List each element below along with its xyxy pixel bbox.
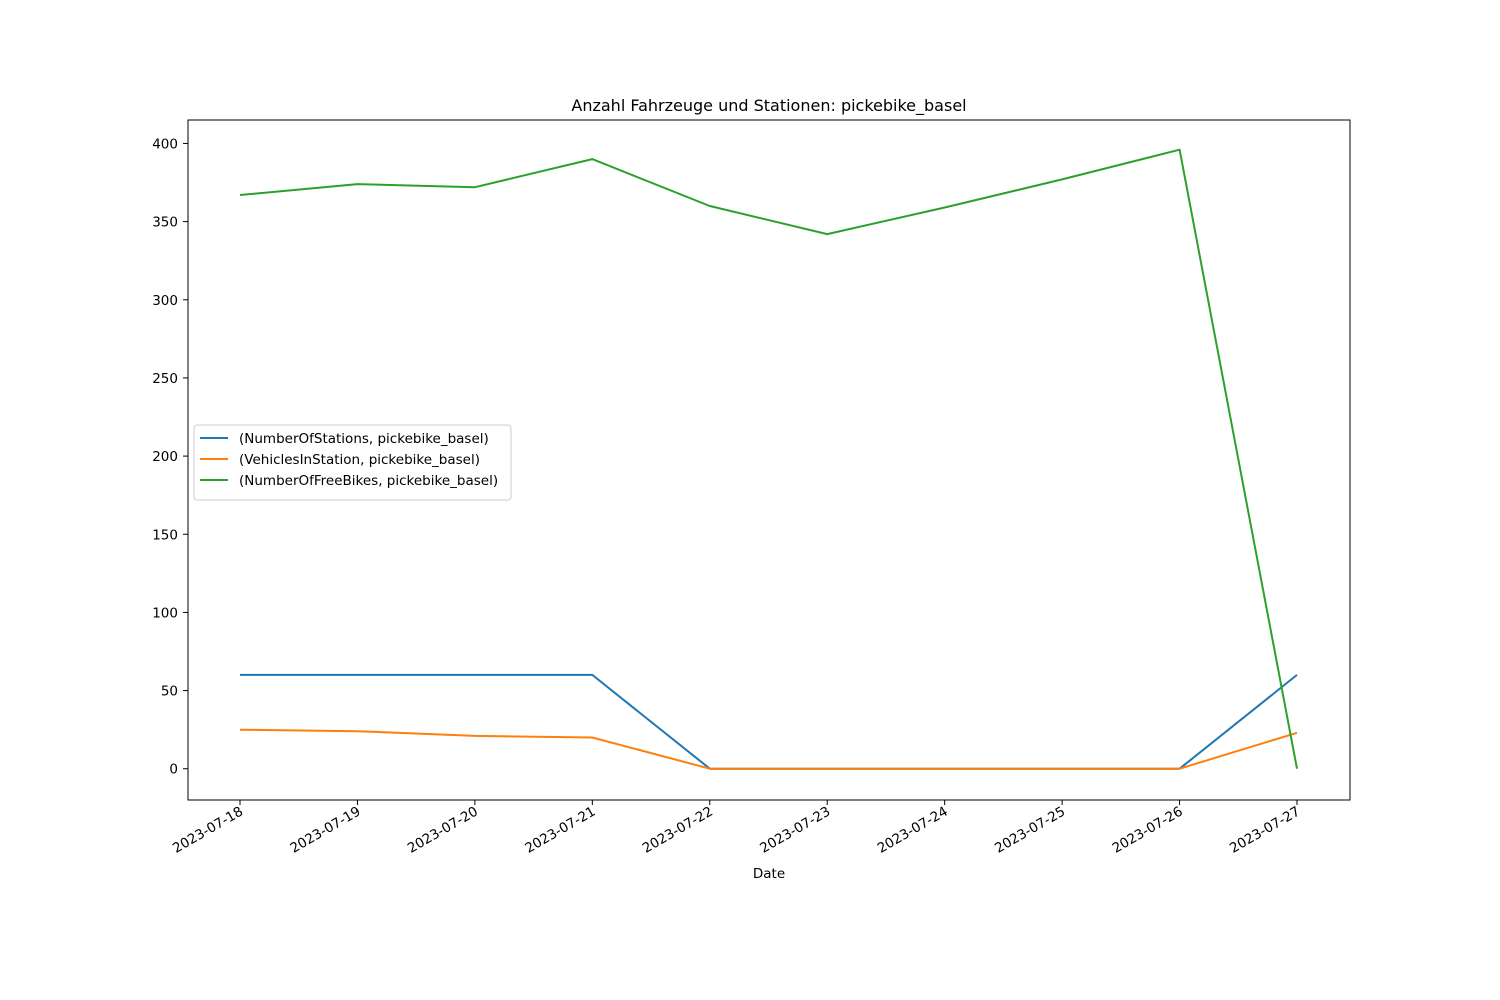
chart-title: Anzahl Fahrzeuge und Stationen: pickebik… xyxy=(571,96,966,116)
legend-entry: (NumberOfStations, pickebike_basel) xyxy=(239,431,489,447)
x-axis-label: Date xyxy=(753,866,785,882)
y-tick-label: 400 xyxy=(152,136,178,152)
y-tick-label: 100 xyxy=(152,605,178,621)
legend: (NumberOfStations, pickebike_basel) (Vehi… xyxy=(193,424,512,501)
series-line-2 xyxy=(239,148,1298,769)
plot-frame xyxy=(187,119,1351,801)
y-tick-label: 350 xyxy=(152,215,178,231)
legend-box xyxy=(193,424,512,501)
x-tick-label: 2023-07-21 xyxy=(522,804,598,857)
series-group xyxy=(239,148,1298,770)
x-tick-label: 2023-07-25 xyxy=(992,804,1068,857)
y-tick-label: 150 xyxy=(152,527,178,543)
legend-entry: (NumberOfFreeBikes, pickebike_basel) xyxy=(239,473,498,489)
x-tick-label: 2023-07-18 xyxy=(170,804,246,857)
series-line-0 xyxy=(240,673,1298,770)
legend-entry: (VehiclesInStation, pickebike_basel) xyxy=(239,452,480,468)
y-tick-label: 300 xyxy=(152,293,178,309)
x-tick-label: 2023-07-19 xyxy=(287,804,363,857)
x-tick-label: 2023-07-26 xyxy=(1110,804,1186,857)
x-tick-label: 2023-07-22 xyxy=(640,804,716,857)
y-axis: 0 50 100 150 200 250 300 350 400 xyxy=(152,136,188,778)
x-tick-label: 2023-07-20 xyxy=(405,804,481,857)
x-tick-label: 2023-07-27 xyxy=(1227,804,1303,857)
x-tick-label: 2023-07-24 xyxy=(875,804,951,857)
series-line-1 xyxy=(239,728,1298,770)
x-axis: 2023-07-18 2023-07-19 2023-07-20 2023-07-21… xyxy=(170,800,1303,857)
y-tick-label: 250 xyxy=(152,371,178,387)
x-tick-label: 2023-07-23 xyxy=(757,804,833,857)
y-tick-label: 50 xyxy=(161,684,178,700)
y-tick-label: 200 xyxy=(152,449,178,465)
y-tick-label: 0 xyxy=(169,762,178,778)
